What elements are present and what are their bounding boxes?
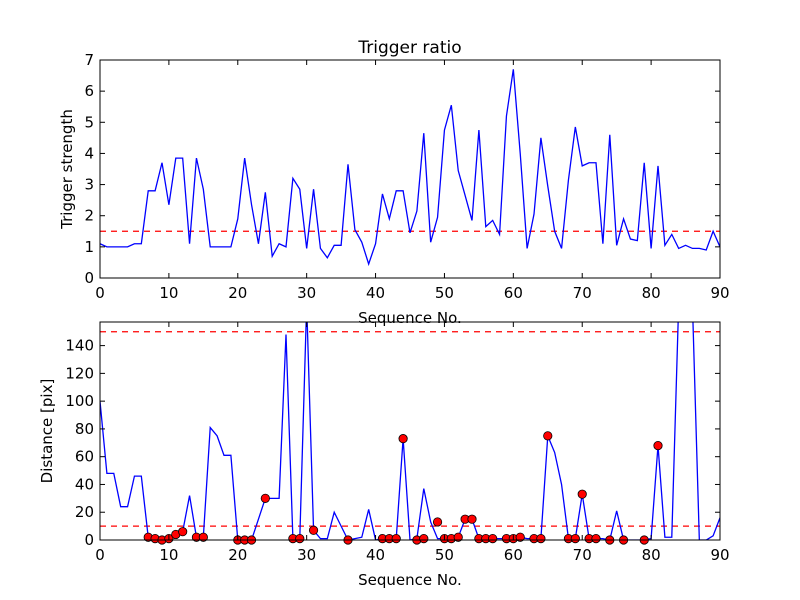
data-point — [515, 532, 525, 542]
data-point — [536, 534, 546, 544]
data-point — [419, 534, 429, 544]
data-point — [178, 527, 188, 537]
y-tick-label: 0 — [84, 269, 94, 287]
data-point — [198, 532, 208, 542]
plot-area: 0 10 20 30 40 50 60 70 80 90 0 20 40 60 80 100 120 140 — [65, 321, 730, 564]
data-point — [260, 493, 270, 503]
x-axis-label: Sequence No. — [358, 571, 462, 589]
data-point — [398, 434, 408, 444]
y-tick-label: 20 — [75, 503, 94, 521]
chart-title: Trigger ratio — [357, 38, 461, 58]
y-axis-label: Trigger strength — [58, 109, 76, 230]
x-tick-label: 50 — [435, 546, 454, 564]
axes-frame — [99, 59, 721, 279]
data-point — [488, 534, 498, 544]
y-tick-label: 80 — [75, 420, 94, 438]
data-point — [543, 431, 553, 441]
x-tick-label: 60 — [504, 284, 523, 302]
x-tick-label: 90 — [710, 546, 729, 564]
x-tick-label: 70 — [573, 546, 592, 564]
data-point — [653, 440, 663, 451]
x-tick-label: 30 — [297, 284, 316, 302]
data-point — [295, 534, 305, 544]
x-tick-label: 10 — [159, 546, 178, 564]
x-tick-label: 80 — [642, 546, 661, 564]
series-line — [100, 69, 720, 267]
axes-frame — [99, 321, 721, 541]
data-point — [577, 489, 587, 499]
y-tick-label: 60 — [75, 448, 94, 466]
data-point — [467, 514, 477, 524]
y-tick-label: 2 — [84, 207, 94, 225]
y-tick-label: 4 — [84, 144, 94, 162]
y-tick-label: 120 — [65, 364, 94, 382]
x-tick-label: 60 — [504, 546, 523, 564]
x-tick-label: 50 — [435, 284, 454, 302]
x-tick-label: 10 — [159, 284, 178, 302]
data-point — [591, 534, 601, 544]
x-tick-label: 80 — [642, 284, 661, 302]
y-tick-label: 1 — [84, 238, 94, 256]
x-tick-label: 0 — [95, 284, 105, 302]
x-tick-label: 70 — [573, 284, 592, 302]
x-tick-label: 90 — [710, 284, 729, 302]
data-point — [432, 517, 443, 527]
data-point — [570, 534, 580, 544]
y-tick-label: 3 — [84, 176, 94, 194]
data-point — [453, 532, 463, 542]
x-tick-label: 40 — [366, 546, 385, 564]
x-tick-label: 40 — [366, 284, 385, 302]
y-tick-label: 7 — [84, 51, 94, 69]
x-tick-label: 0 — [95, 546, 105, 564]
x-axis-label: Sequence No. — [358, 309, 462, 327]
y-tick-label: 6 — [84, 82, 94, 100]
y-axis-label: Distance [pix] — [38, 379, 56, 484]
y-tick-label: 140 — [65, 337, 94, 355]
chart-top: Trigger ratio Sequence No. Trigger stren… — [58, 38, 730, 327]
y-tick-label: 0 — [84, 531, 94, 549]
x-tick-label: 30 — [297, 546, 316, 564]
y-tick-label: 5 — [84, 113, 94, 131]
data-point — [308, 525, 319, 535]
x-tick-label: 20 — [228, 546, 247, 564]
y-tick-label: 100 — [65, 392, 94, 410]
data-point — [391, 534, 401, 544]
plot-area: 0 10 20 30 40 50 60 70 80 90 0 1 2 3 4 5 6 7 — [84, 51, 729, 302]
series-line — [100, 322, 720, 540]
y-tick-label: 40 — [75, 475, 94, 493]
chart-bottom: Sequence No. Distance [pix] 0 10 20 30 40 50 6… — [38, 321, 730, 589]
x-tick-label: 20 — [228, 284, 247, 302]
